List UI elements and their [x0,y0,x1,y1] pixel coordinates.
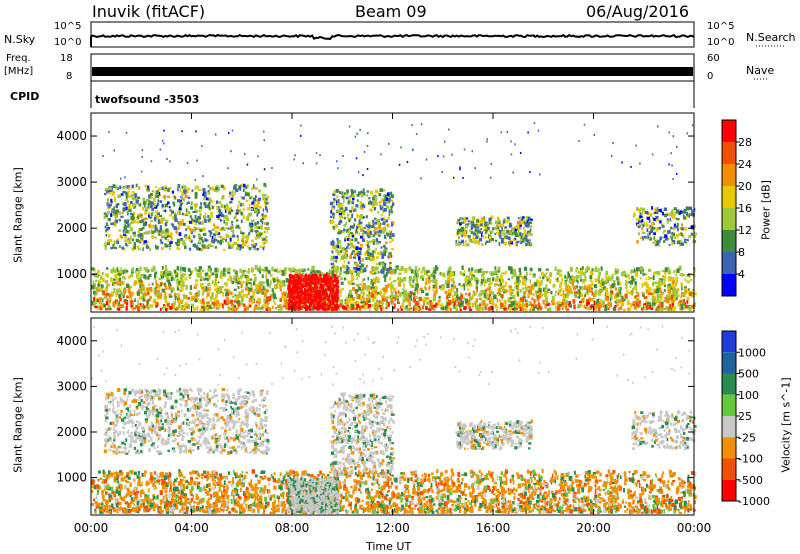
ytick-label: 3000 [56,175,87,189]
nsky-tick-top: 10^5 [54,21,82,32]
x-axis-label: Time UT [366,540,412,553]
nave-label: Nave [746,64,775,77]
velocity-cbar-tick-label: 25 [738,410,752,423]
power-colorbar-segment [722,164,736,186]
cpid-value: twofsound -3503 [95,93,200,106]
ytick-label: 3000 [56,379,87,393]
cpid-label: CPID [10,90,40,103]
xtick-label: 12:00 [375,521,410,535]
power-colorbar-segment [722,208,736,230]
freq-tick-bottom: 8 [66,71,73,82]
xtick-label: 04:00 [174,521,209,535]
power-cbar-tick-label: 12 [738,224,752,237]
date-title: 06/Aug/2016 [586,2,690,21]
xtick-label: 00:00 [677,521,712,535]
scatter-power [91,122,697,312]
velocity-colorbar-segment [722,416,736,438]
power-cbar-tick-label: 24 [738,158,752,171]
ytick-label: 4000 [56,129,87,143]
power-cbar-tick-label: 20 [738,180,752,193]
ytick-label: 1000 [56,471,87,485]
velocity-cbar-tick-label: -100 [738,453,763,466]
velocity-colorbar-segment [722,373,736,395]
ytick-label: 1000 [56,267,87,281]
power-colorbar-segment [722,274,736,296]
xtick-label: 00:00 [74,521,109,535]
velocity-colorbar-segment [722,331,736,353]
xtick-label: 08:00 [275,521,310,535]
beam-title: Beam 09 [355,2,427,21]
nsearch-tick-top: 10^5 [707,21,735,32]
ytick-label: 4000 [56,334,87,348]
velocity-cbar-tick-label: 500 [738,368,759,381]
ytick-label: 2000 [56,425,87,439]
velocity-cbar-tick-label: -500 [738,474,763,487]
freq-series [92,67,693,76]
velocity-colorbar-segment [722,352,736,374]
freq-label: Freq. [6,53,31,64]
freq-tick-top: 18 [60,53,73,64]
freq-panel-frame [90,53,695,82]
xtick-label: 16:00 [476,521,511,535]
power-colorbar-segment [722,186,736,208]
nsearch-tick-bottom: 10^0 [707,37,735,48]
velocity-colorbar-segment [722,479,736,501]
power-cbar-tick-label: 28 [738,136,752,149]
velocity-cbar-tick-label: -1000 [738,495,770,508]
velocity-cbar-tick-label: 100 [738,389,759,402]
power-colorbar-segment [722,252,736,274]
noise-series [90,33,695,41]
power-cbar-tick-label: 16 [738,202,752,215]
power-cbar-tick-label: 4 [738,268,745,281]
velocity-colorbar-segment [722,437,736,459]
nave-tick-top: 60 [707,53,720,64]
station-title: Inuvik (fitACF) [92,2,206,21]
velocity-colorbar-segment [722,394,736,416]
nsearch-label: N.Search [746,31,796,44]
power-colorbar-segment [722,142,736,164]
scatter-velocity [91,325,697,515]
xtick-label: 20:00 [576,521,611,535]
ytick-label: 2000 [56,221,87,235]
velocity-cbar-tick-label: -25 [738,431,756,444]
freq-unit-label: [MHz] [4,66,34,77]
power-colorbar-segment [722,120,736,142]
nave-tick-bottom: 0 [707,71,714,82]
velocity-colorbar-segment [722,458,736,480]
velocity-cbar-tick-label: 1000 [738,346,766,359]
nsky-label: N.Sky [4,33,36,46]
power-cbar-tick-label: 8 [738,246,745,259]
noise-panel-frame [90,21,695,48]
nsky-tick-bottom: 10^0 [54,37,82,48]
power-colorbar-segment [722,230,736,252]
